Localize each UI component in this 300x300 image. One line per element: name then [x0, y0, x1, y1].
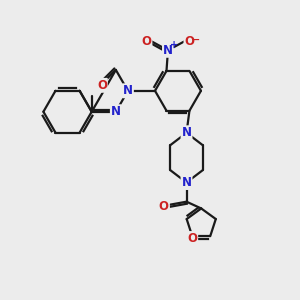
Text: −: −: [191, 35, 200, 45]
Text: +: +: [170, 40, 178, 50]
Text: N: N: [111, 105, 121, 118]
Text: N: N: [163, 44, 173, 57]
Text: N: N: [182, 126, 191, 139]
Text: N: N: [182, 176, 191, 189]
Text: N: N: [123, 84, 133, 97]
Text: O: O: [159, 200, 169, 213]
Text: O: O: [97, 79, 107, 92]
Text: O: O: [142, 35, 152, 48]
Text: O: O: [184, 35, 194, 48]
Text: O: O: [187, 232, 197, 245]
